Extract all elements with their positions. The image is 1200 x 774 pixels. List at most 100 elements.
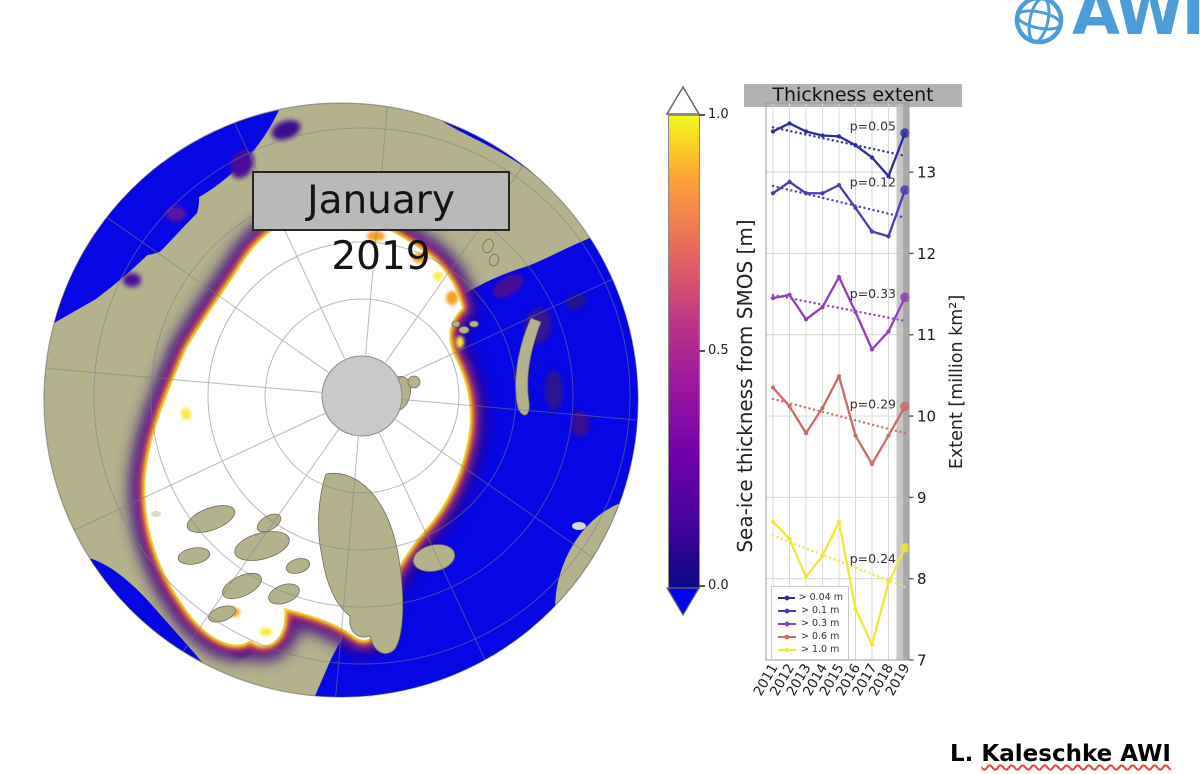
data-point [900,292,910,303]
data-point [803,431,809,436]
colorbar-over-arrow [666,85,700,115]
data-point [803,191,809,196]
data-point [886,174,891,179]
data-point [836,183,842,188]
credit-prefix: L. [950,741,974,767]
data-point [886,329,891,334]
map-date-label: January 2019 [252,171,510,279]
data-point [869,461,875,467]
data-point [787,292,792,298]
data-point [836,374,842,379]
land-severnaya-zemlya [482,238,500,267]
land-chukotka [120,206,222,306]
x-tick-label: 2013 [783,661,814,699]
data-point [787,121,792,126]
legend-label: > 1.0 m [801,644,840,655]
data-point [803,317,809,322]
graticule-meridian [91,206,329,373]
x-tick-label: 2011 [750,661,781,699]
graticule-parallel [93,127,631,665]
data-point [770,385,776,390]
data-point [787,536,792,541]
data-point [886,433,891,438]
p-value-label: p=0.33 [850,286,896,301]
data-point [886,580,891,585]
legend-label: > 0.3 m [801,618,840,629]
x-tick-label: 2012 [767,661,798,699]
colorbar-tick [699,114,705,116]
chart-legend: > 0.04 m > 0.1 m > 0.3 m > 0.6 m > 1.0 m [771,586,849,660]
data-point [853,205,858,210]
legend-label: > 0.04 m [798,592,843,603]
x-tick-label: 2017 [849,661,880,699]
land-greenland [318,472,404,654]
land-canadian-archipelago [177,505,311,623]
y-tick-label: 7 [917,652,927,670]
awi-logo-text: AWI [1072,0,1200,49]
p-value-label: p=0.05 [850,119,896,134]
data-point [869,229,875,234]
colorbar-tick [699,350,705,352]
trend-line [771,126,907,158]
x-tick-label: 2018 [866,661,897,699]
legend-key [778,595,795,600]
data-point [770,129,776,134]
ocean-gulf-alaska [89,558,202,662]
graticule-parallel [207,241,517,551]
highlight-band-dark [903,103,909,660]
p-value-label: p=0.29 [850,397,896,412]
land-novaya-zemlya [515,317,542,416]
data-point [770,191,776,196]
data-point [869,347,875,352]
series-line [772,180,907,238]
series-line [772,375,907,466]
colorbar-tick [699,585,705,587]
y-tick-label: 8 [917,570,927,588]
series-line [772,275,907,351]
legend-item: > 0.3 m [777,617,843,630]
graticule [44,103,638,697]
data-point [787,404,792,409]
highlight-band [896,103,909,660]
data-point [886,234,891,239]
series-line [772,122,907,178]
colorbar-title: Sea-ice thickness from SMOS [m] [733,219,757,553]
trend-line [771,293,907,323]
legend-label: > 0.1 m [801,605,840,616]
data-point [820,304,825,310]
data-point [900,185,910,195]
data-point [803,129,809,134]
y-tick-label: 12 [917,245,936,263]
land-franz-josef [451,320,479,334]
data-point [820,133,825,138]
credit-name: Kaleschke AWI [981,741,1171,767]
trend-line [771,184,907,219]
legend-label: > 0.6 m [801,631,840,642]
colorbar [668,115,700,589]
data-point [836,519,842,524]
chart-title: Thickness extent [744,84,962,107]
graticule-meridian [62,412,326,536]
data-point [900,128,910,138]
colorbar-tick-label: 1.0 [708,107,729,122]
colorbar-tick-label: 0.5 [708,343,729,358]
graticule-meridian [172,429,339,667]
x-tick-label: 2015 [816,661,847,699]
pole-hole [321,355,403,437]
data-point [869,642,875,647]
data-point [820,191,825,196]
globe-icon [1014,0,1064,45]
y-tick-label: 11 [917,326,936,344]
data-point [853,143,858,148]
y-tick-label: 13 [917,164,936,182]
data-point [900,542,910,553]
data-point [900,401,910,412]
data-point [836,134,842,139]
graticule-meridian [44,366,322,393]
data-point [853,433,858,438]
data-point [820,405,825,411]
graticule-parallel [264,298,460,494]
p-value-label: p=0.12 [850,175,896,190]
colorbar-under-arrow [666,587,700,617]
